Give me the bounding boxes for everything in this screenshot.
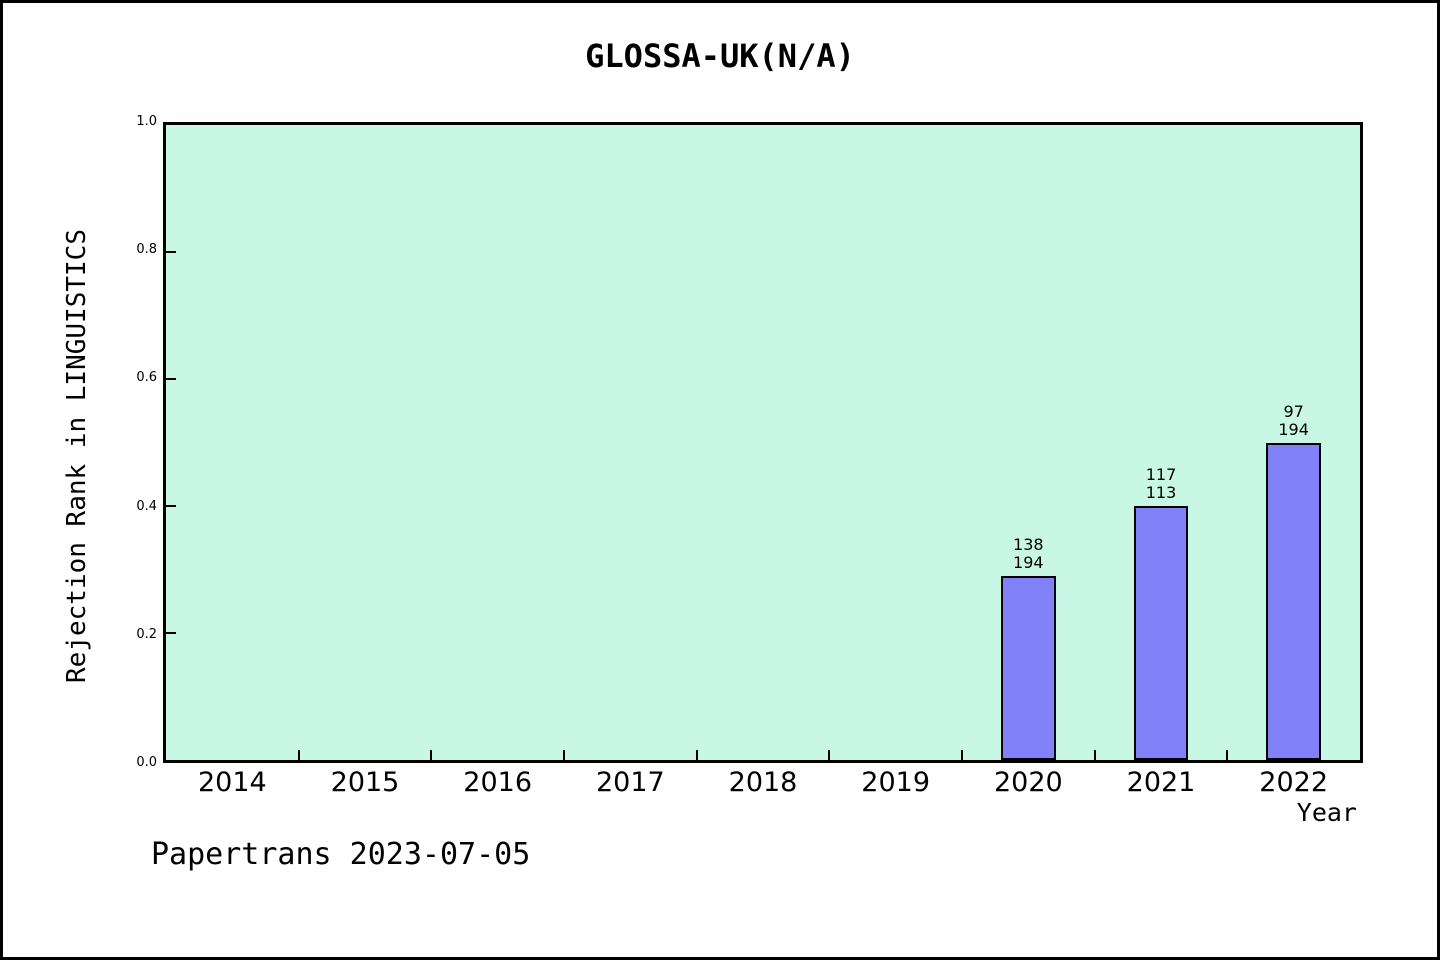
bar	[1266, 442, 1321, 760]
bar-value-line: 117	[1145, 465, 1177, 484]
bar-value-line: 138	[1013, 534, 1044, 554]
bar-value-label: 117 113	[1101, 466, 1221, 502]
x-tick-label: 2016	[463, 767, 533, 798]
bar	[1001, 575, 1056, 760]
y-tick-label: 0.8	[136, 242, 157, 258]
bar-value-line: 194	[1278, 419, 1309, 439]
x-tick-mark	[695, 750, 698, 760]
x-tick-mark	[563, 750, 565, 760]
x-tick-label: 2018	[728, 767, 798, 798]
y-tick-mark	[166, 378, 176, 380]
y-axis-label: Rejection Rank in LINGUISTICS	[62, 229, 92, 683]
bar	[1133, 506, 1189, 760]
chart-title: GLOSSA-UK(N/A)	[585, 37, 855, 75]
y-tick-mark	[166, 251, 176, 253]
y-tick-label: 0.2	[136, 626, 157, 642]
x-tick-label: 2019	[861, 767, 931, 798]
x-axis-label: Year	[1296, 798, 1357, 827]
y-tick-mark	[166, 505, 176, 507]
x-tick-label: 2015	[330, 767, 400, 798]
x-tick-label: 2021	[1126, 767, 1196, 798]
x-tick-mark	[297, 750, 300, 760]
x-tick-label: 2020	[993, 767, 1063, 798]
y-tick-label: 0.4	[136, 498, 157, 514]
x-tick-label: 2014	[197, 767, 267, 798]
x-tick-mark	[828, 750, 831, 760]
footer-note: Papertrans 2023-07-05	[151, 837, 531, 872]
y-tick-label: 1.0	[136, 114, 157, 129]
x-tick-mark	[430, 750, 433, 760]
bar-value-label: 97 194	[1234, 401, 1354, 439]
bar-value-label: 138 194	[968, 534, 1088, 572]
y-tick-label: 0.6	[136, 370, 157, 386]
bar-value-line: 113	[1145, 483, 1177, 502]
x-tick-mark	[1226, 750, 1229, 760]
x-tick-label: 2017	[595, 767, 665, 798]
y-tick-label: 0.0	[136, 755, 157, 770]
y-tick-mark	[166, 632, 176, 634]
x-tick-mark	[1093, 750, 1096, 760]
bar-value-line: 97	[1283, 401, 1304, 421]
x-tick-label: 2022	[1259, 767, 1329, 798]
plot-area: 138 194 117 113 97 194	[163, 122, 1363, 763]
bar-value-line: 194	[1013, 552, 1044, 572]
x-tick-mark	[961, 750, 963, 760]
